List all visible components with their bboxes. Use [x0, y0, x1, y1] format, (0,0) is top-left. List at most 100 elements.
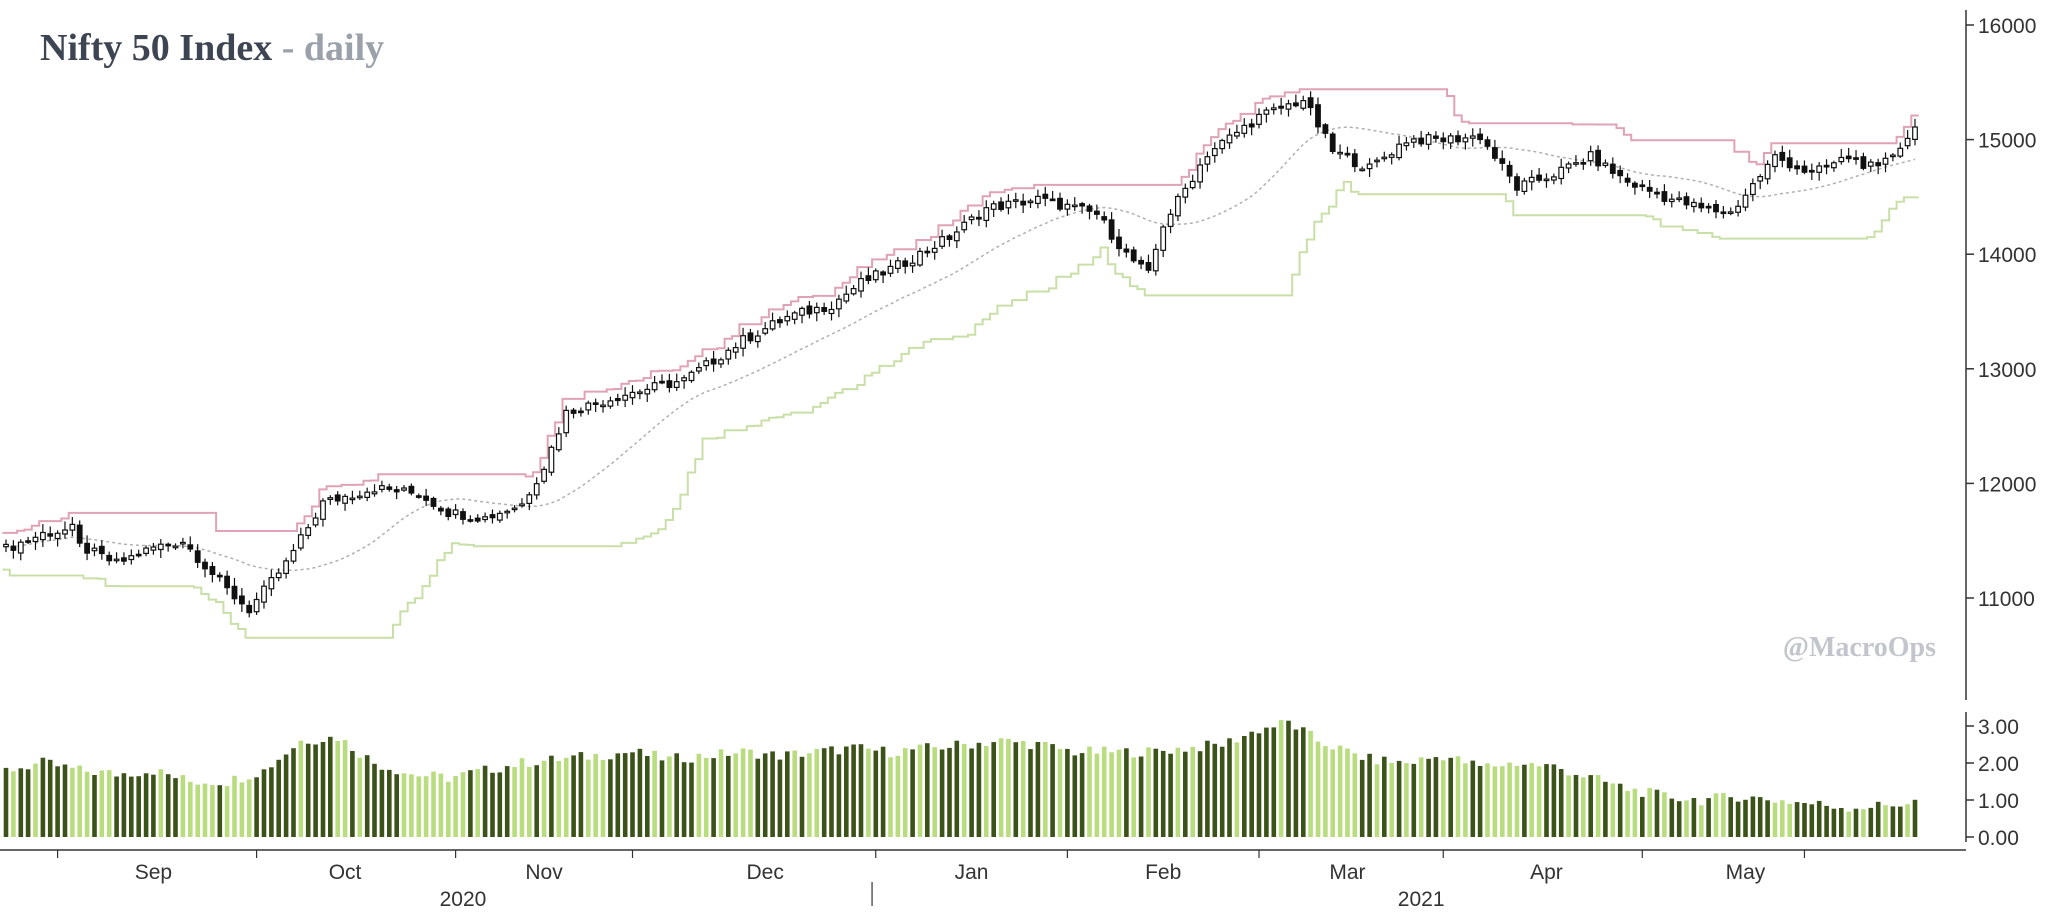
candle-body: [1705, 205, 1712, 209]
volume-bar: [210, 785, 215, 837]
candle-body: [850, 288, 857, 295]
volume-bar: [1544, 764, 1549, 837]
candle: [47, 526, 54, 541]
candle-body: [1573, 162, 1579, 165]
volume-bar: [851, 744, 856, 837]
candle-body: [1042, 193, 1049, 199]
candle-body: [386, 486, 393, 490]
volume-bar: [895, 755, 901, 837]
candle: [84, 535, 91, 561]
candle-body: [1749, 183, 1756, 196]
candle-body: [1779, 151, 1786, 161]
candle: [1713, 200, 1719, 219]
candle-body: [1639, 184, 1646, 188]
candle-body: [327, 497, 334, 501]
volume-bar: [298, 740, 304, 837]
volume-bar: [173, 778, 178, 837]
candle-body: [239, 595, 245, 605]
volume-bar: [1898, 806, 1903, 837]
candle-body: [297, 534, 304, 549]
volume-bar: [335, 740, 340, 837]
volume-bar: [217, 785, 223, 837]
candle: [1366, 158, 1373, 177]
candle-body: [1727, 211, 1734, 214]
candle: [379, 480, 385, 493]
volume-bar: [622, 753, 628, 837]
candle: [570, 407, 577, 419]
volume-bar: [1780, 800, 1785, 837]
candle-body: [290, 549, 297, 562]
candle-body: [1418, 137, 1425, 145]
candle-body: [1565, 163, 1572, 169]
volume-bar: [1802, 803, 1807, 837]
candle: [1499, 150, 1506, 171]
volume-bar: [1669, 798, 1675, 837]
candle: [1469, 128, 1476, 147]
volume-bar: [453, 776, 458, 837]
candle-body: [69, 523, 76, 531]
candle: [519, 498, 525, 508]
candle-body: [1027, 200, 1034, 204]
candle-body: [858, 278, 864, 292]
candle: [1455, 130, 1461, 146]
candle: [1256, 108, 1262, 129]
candle-body: [732, 347, 739, 353]
candle-body: [1432, 135, 1439, 139]
candle-body: [157, 543, 164, 551]
candle: [1351, 149, 1358, 173]
candle-body: [1462, 137, 1469, 143]
volume-bar: [711, 758, 716, 837]
candle-body: [1197, 164, 1204, 183]
volume-bar: [195, 784, 200, 837]
candle: [1639, 179, 1646, 192]
candle: [1631, 181, 1638, 195]
candle-body: [1853, 157, 1859, 160]
volume-bar: [475, 769, 480, 837]
candle: [467, 515, 474, 523]
candle: [1064, 199, 1071, 216]
candle-body: [393, 489, 400, 493]
candle: [474, 514, 481, 523]
x-year-label: 2021: [1398, 888, 1445, 908]
candle-body: [1506, 164, 1513, 177]
candle-body: [747, 332, 754, 342]
volume-bar: [62, 764, 68, 837]
volume-bar: [755, 758, 761, 837]
volume-bar: [1861, 809, 1866, 837]
volume-bar: [1721, 793, 1726, 837]
candle-body: [408, 485, 415, 494]
candle-body: [894, 260, 901, 269]
candle-body: [828, 308, 835, 315]
volume-bar: [379, 769, 385, 837]
candle: [1189, 174, 1196, 190]
volume-bar: [836, 754, 842, 837]
x-tick-label: Nov: [525, 861, 563, 884]
candle-body: [511, 507, 518, 511]
candle: [430, 496, 437, 510]
candle-body: [430, 497, 437, 507]
volume-bar: [1264, 727, 1269, 837]
candle-body: [917, 250, 923, 266]
candle-body: [570, 409, 577, 414]
candle: [290, 543, 297, 564]
candle: [541, 466, 547, 484]
candle: [180, 537, 186, 549]
lower-envelope-line: [2, 180, 1919, 639]
volume-bar: [549, 755, 554, 837]
candle-body: [1160, 226, 1167, 251]
candle: [659, 374, 665, 385]
candle-body: [1580, 162, 1587, 165]
volume-bar: [1706, 798, 1711, 837]
candle-body: [349, 497, 356, 501]
candle-body: [1757, 176, 1764, 182]
candle-body: [246, 604, 253, 614]
candle-body: [1558, 166, 1565, 180]
volume-bar: [1757, 797, 1763, 837]
candle-body: [1860, 156, 1867, 169]
candle: [813, 302, 820, 322]
volume-bar: [276, 759, 281, 837]
candle: [791, 310, 798, 325]
candle: [1912, 118, 1918, 146]
volume-bar: [1448, 757, 1453, 837]
candle-body: [496, 512, 503, 521]
